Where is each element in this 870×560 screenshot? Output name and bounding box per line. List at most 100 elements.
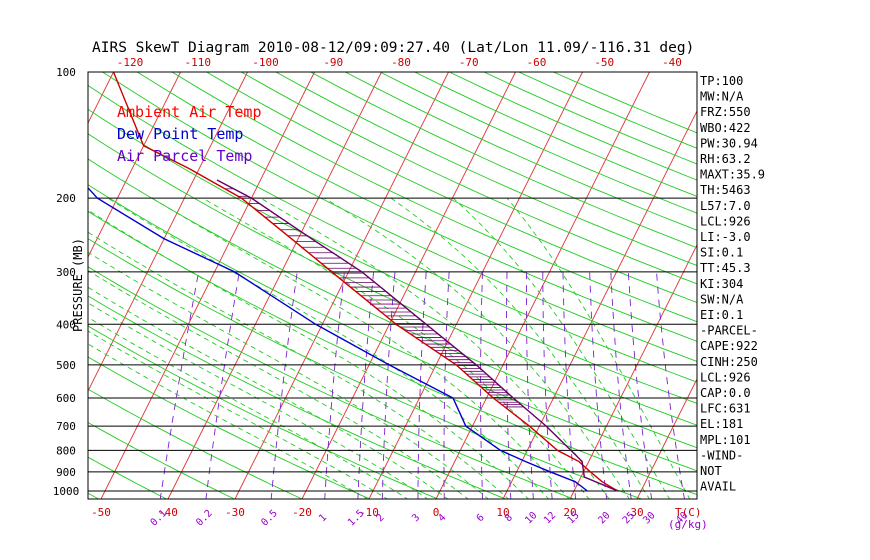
mixing-ratio-unit: (g/kg) [668,518,708,531]
stability-index-label: EI:0.1 [700,308,743,322]
dry-adiabat-line [449,72,697,181]
bottom-temp-tick-label: -10 [359,506,379,519]
stability-index-label: AVAIL [700,480,736,494]
dry-adiabat-line [275,72,697,266]
dry-adiabat-line [345,72,697,231]
mixing-ratio-label: 4 [436,512,448,524]
mixing-ratio-label: 2 [375,512,387,524]
dry-adiabat-line [88,421,236,499]
moist-adiabat-line [390,197,650,499]
pressure-tick-label: 400 [56,318,76,331]
legend-entry: Air Parcel Temp [117,147,252,165]
stability-index-label: LCL:926 [700,214,751,228]
moist-adiabat-line [88,209,530,499]
mixing-ratio-label: 0.5 [259,508,280,529]
stability-index-label: MW:N/A [700,90,744,104]
mixing-ratio-line [417,271,427,499]
dry-adiabat-line [88,108,697,404]
series-line [88,186,588,492]
mixing-ratio-line [443,271,450,499]
mixing-ratio-line [627,271,653,499]
isotherm-line [368,72,583,499]
dry-adiabat-line [88,266,575,499]
isotherm-line [0,72,47,499]
stability-index-label: -PARCEL- [700,324,758,338]
legend-entry: Ambient Air Temp [117,103,262,121]
stability-index-label: TT:45.3 [700,261,751,275]
moist-adiabat-line [88,286,449,499]
moist-adiabat-line [88,302,429,499]
top-temp-tick-label: -100 [252,56,279,69]
mixing-ratio-line [381,271,396,499]
stability-index-label: LFC:631 [700,402,751,416]
moist-adiabat-line [151,197,570,499]
stability-index-label: KI:304 [700,277,743,291]
stability-index-label: CINH:250 [700,355,758,369]
moist-adiabat-line [88,330,389,499]
top-temp-tick-label: -90 [323,56,343,69]
stability-index-label: WBO:422 [700,121,751,135]
bottom-temp-tick-label: 10 [496,506,509,519]
mixing-ratio-label: 20 [596,510,612,526]
moist-adiabat-line [260,197,610,499]
bottom-temp-tick-label: -30 [225,506,245,519]
y-axis-label: PRESSURE (MB) [71,238,85,332]
dry-adiabat-line [88,158,697,449]
stability-index-label: FRZ:550 [700,105,751,119]
moist-adiabat-line [506,197,691,499]
dry-adiabat-line [206,72,697,304]
stability-index-label: TP:100 [700,74,743,88]
isotherm-line [771,72,870,499]
stability-index-label: TH:5463 [700,183,751,197]
isotherm-line [88,72,114,125]
mixing-ratio-line [270,271,298,499]
mixing-ratio-label: 1 [317,512,329,524]
stability-index-label: NOT [700,464,722,478]
isotherm-line [88,72,181,259]
moist-adiabat-line [88,316,409,499]
top-temp-tick-label: -80 [391,56,411,69]
mixing-ratio-line [324,271,345,499]
isotherm-line [88,72,248,393]
x-axis-unit-label: T(C) [675,506,702,519]
top-temp-tick-label: -60 [527,56,547,69]
dry-adiabat-line [379,72,697,214]
stability-index-label: CAP:0.0 [700,386,751,400]
pressure-tick-label: 300 [56,266,76,279]
moist-adiabat-line [107,197,550,499]
mixing-ratio-line [562,271,577,499]
series-line [216,179,618,492]
mixing-ratio-label: 12 [542,510,558,526]
pressure-tick-label: 100 [56,66,76,79]
pressure-tick-label: 800 [56,444,76,457]
series-line [112,72,618,492]
isotherm-line [502,109,697,499]
dry-adiabat-line [518,72,697,149]
mixing-ratio-line [505,271,512,499]
bottom-temp-tick-label: 0 [433,506,440,519]
mixing-ratio-line [542,271,553,499]
bottom-temp-tick-label: -50 [91,506,111,519]
mixing-ratio-line [357,271,375,499]
mixing-ratio-line [589,271,608,499]
stability-index-label: LI:-3.0 [700,230,751,244]
mixing-ratio-label: 8 [503,512,515,524]
mixing-ratio-line [656,271,685,499]
plot-frame [87,71,698,500]
pressure-tick-label: 1000 [53,485,80,498]
isotherm-line [167,72,382,499]
stability-index-label: CAPE:922 [700,339,758,353]
isotherm-line [636,377,697,499]
mixing-ratio-line [610,271,632,499]
isotherm-line [569,243,697,499]
mixing-ratio-line [205,271,240,499]
mixing-ratio-label: 0.2 [194,508,215,529]
pressure-tick-label: 200 [56,192,76,205]
stability-index-label: PW:30.94 [700,136,758,150]
legend-entry: Dew Point Temp [117,125,243,143]
dry-adiabat-line [310,72,697,249]
moist-adiabat-line [452,197,671,499]
pressure-tick-label: 700 [56,420,76,433]
moist-adiabat-line [88,269,469,499]
